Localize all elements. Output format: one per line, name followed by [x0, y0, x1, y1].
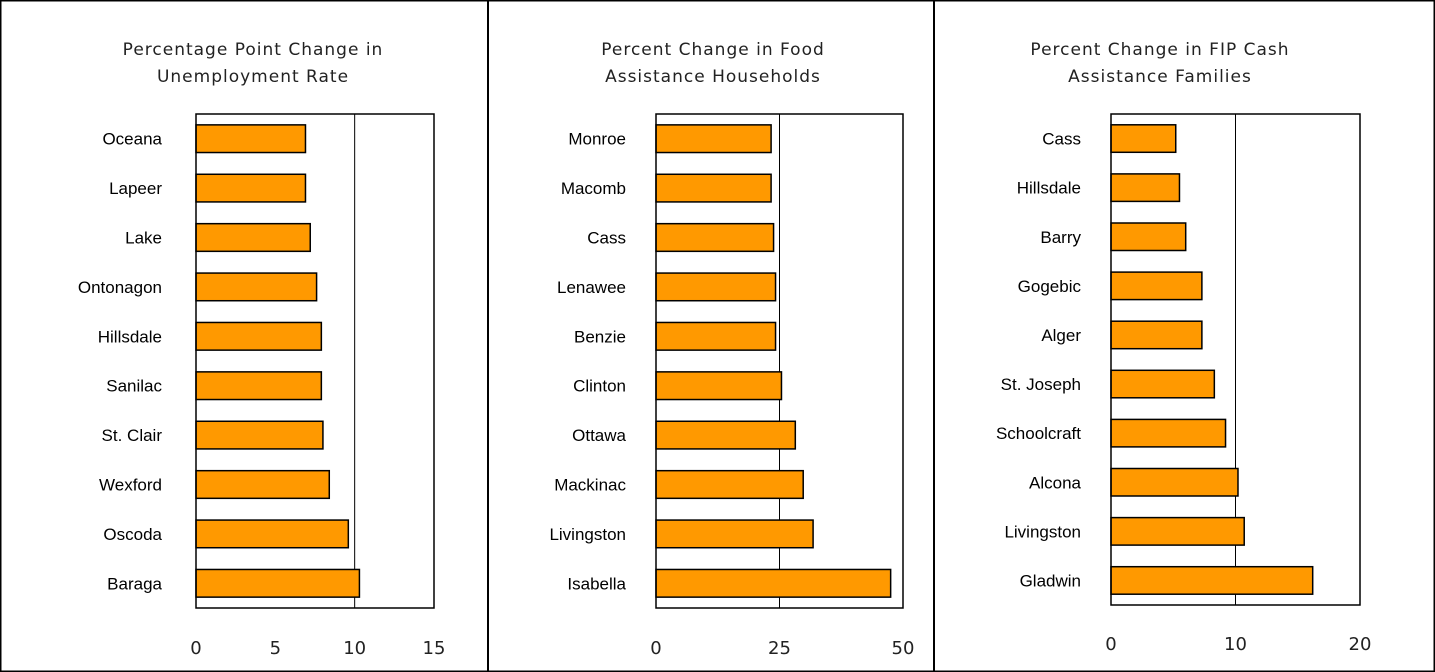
category-label: Baraga — [107, 574, 162, 593]
chart-title-line-2: Assistance Families — [1068, 67, 1252, 87]
category-label: Schoolcraft — [996, 424, 1081, 443]
category-label: Ontonagon — [78, 278, 162, 297]
bar-schoolcraft — [1110, 418, 1227, 448]
x-tick-label: 50 — [892, 638, 915, 659]
plot-area-frame — [195, 113, 435, 609]
category-label: Ottawa — [572, 426, 626, 445]
bar-cass — [1110, 124, 1177, 154]
bar-alcona — [1110, 467, 1239, 497]
chart-title-line-2: Assistance Households — [605, 67, 821, 87]
category-label: St. Joseph — [1001, 375, 1081, 394]
plot-area-frame — [1110, 113, 1361, 606]
x-tick-label: 10 — [343, 638, 366, 659]
category-label: Oceana — [102, 130, 162, 149]
bar-lenawee — [655, 272, 777, 302]
x-tick-label: 10 — [1224, 634, 1247, 655]
chart-title-line-1: Percent Change in Food — [601, 40, 825, 60]
category-label: Lapeer — [109, 179, 162, 198]
bar-oscoda — [195, 519, 350, 549]
category-label: Clinton — [573, 377, 626, 396]
bar-livingston — [655, 519, 814, 549]
category-label: Livingston — [549, 525, 626, 544]
bar-livingston — [1110, 516, 1245, 546]
x-tick-label: 0 — [650, 638, 661, 659]
category-label: Livingston — [1004, 522, 1081, 541]
category-label: Hillsdale — [98, 327, 162, 346]
bar-macomb — [655, 173, 772, 203]
bar-st-joseph — [1110, 369, 1216, 399]
chart-title-line-1: Percent Change in FIP Cash — [1030, 40, 1289, 60]
chart-title-line-1: Percentage Point Change in — [123, 40, 384, 60]
category-label: Alcona — [1029, 473, 1082, 492]
bar-hillsdale — [1110, 173, 1181, 203]
bar-gogebic — [1110, 271, 1203, 301]
bar-ottawa — [655, 420, 797, 450]
category-label: Oscoda — [103, 525, 162, 544]
category-label: Barry — [1040, 228, 1081, 247]
x-tick-label: 15 — [423, 638, 446, 659]
plot-area-frame — [655, 113, 904, 609]
x-tick-label: 5 — [270, 638, 281, 659]
category-label: Lake — [125, 229, 162, 248]
x-tick-label: 25 — [768, 638, 791, 659]
category-label: Benzie — [574, 327, 626, 346]
bar-wexford — [195, 469, 331, 500]
category-label: Gladwin — [1020, 571, 1081, 590]
bar-cass — [655, 222, 775, 253]
bar-monroe — [655, 124, 772, 154]
x-tick-label: 20 — [1349, 634, 1372, 655]
category-label: Monroe — [568, 130, 626, 149]
bar-gladwin — [1110, 565, 1314, 595]
category-label: Alger — [1041, 326, 1081, 345]
category-label: Lenawee — [557, 278, 626, 297]
category-label: Gogebic — [1018, 277, 1082, 296]
category-label: Macomb — [561, 179, 626, 198]
bar-lapeer — [195, 173, 307, 203]
category-label: St. Clair — [102, 426, 163, 445]
category-label: Wexford — [99, 476, 162, 495]
category-label: Cass — [1042, 130, 1081, 149]
category-label: Cass — [587, 229, 626, 248]
bar-clinton — [655, 371, 783, 401]
category-label: Isabella — [567, 574, 626, 593]
x-tick-label: 0 — [190, 638, 201, 659]
bar-barry — [1110, 222, 1187, 252]
bar-oceana — [195, 124, 307, 154]
category-label: Hillsdale — [1017, 179, 1081, 198]
bar-alger — [1110, 320, 1203, 350]
category-label: Mackinac — [554, 476, 626, 495]
x-tick-label: 0 — [1105, 634, 1116, 655]
category-label: Sanilac — [106, 377, 162, 396]
chart-title-line-2: Unemployment Rate — [157, 67, 349, 87]
